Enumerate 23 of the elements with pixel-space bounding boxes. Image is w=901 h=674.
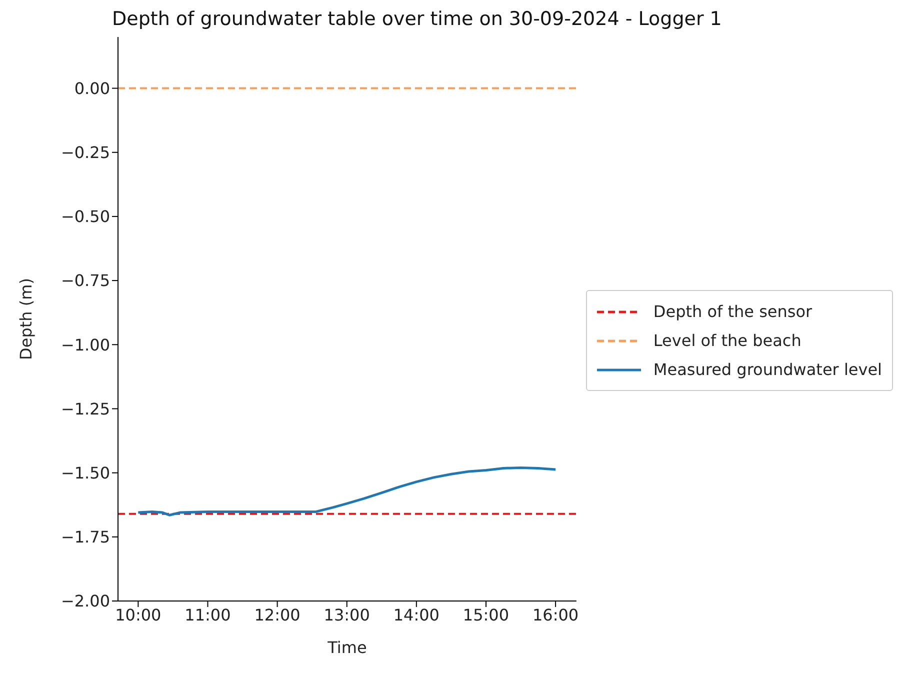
y-tick-label: −2.00: [60, 592, 110, 611]
x-tick-label: 16:00: [532, 605, 579, 624]
x-axis-title: Time: [326, 638, 367, 657]
legend-label: Level of the beach: [653, 330, 802, 352]
y-tick-label: −0.50: [60, 207, 110, 226]
line-series: [136, 466, 557, 516]
chart-title: Depth of groundwater table over time on 30-09-2024 - Logger 1: [112, 8, 722, 30]
y-tick-label: −1.25: [60, 399, 110, 418]
y-tick-label: 0.00: [74, 78, 110, 98]
x-tick-label: 15:00: [462, 605, 510, 624]
y-tick-label: −1.50: [60, 464, 110, 482]
x-tick-label: 13:00: [324, 605, 370, 624]
y-tick-label: −0.25: [60, 143, 110, 162]
y-tick-label: −0.75: [60, 271, 110, 290]
legend-label: Measured groundwater level: [653, 359, 882, 381]
legend-label: Depth of the sensor: [653, 301, 812, 323]
y-tick-label: −1.75: [60, 528, 110, 547]
x-tick-label: 11:00: [184, 605, 231, 624]
x-tick-label: 12:00: [254, 605, 300, 624]
y-tick-label: −1.00: [60, 335, 110, 354]
x-tick-label: 10:00: [115, 605, 162, 624]
y-axis-title: Depth (m): [16, 278, 36, 360]
x-tick-label: 14:00: [393, 605, 440, 624]
